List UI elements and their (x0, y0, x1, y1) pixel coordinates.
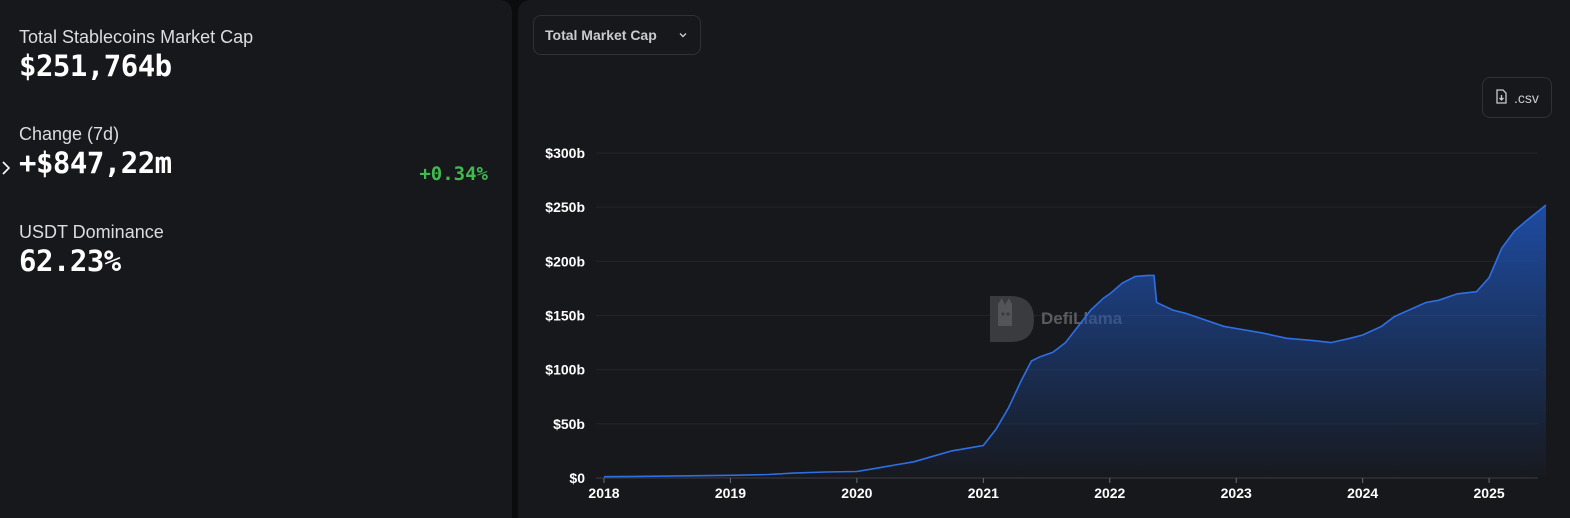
csv-label: .csv (1514, 89, 1539, 106)
x-tick-label: 2018 (588, 485, 619, 501)
chevron-right-icon[interactable] (0, 158, 14, 178)
y-tick-label: $250b (545, 199, 585, 215)
market-cap-area (604, 205, 1546, 478)
x-tick-label: 2019 (715, 485, 746, 501)
y-axis: $0 $50b $100b $150b $200b $250b $300b (545, 145, 585, 486)
change-percent: +0.34% (419, 163, 488, 185)
x-tick-label: 2024 (1347, 485, 1378, 501)
y-tick-label: $200b (545, 253, 585, 269)
metric-select[interactable]: Total Market Cap (533, 15, 701, 55)
dominance-value: 62.23% (19, 244, 121, 278)
market-cap-value: $251,764b (19, 49, 172, 83)
y-tick-label: $300b (545, 145, 585, 161)
chevron-down-icon (677, 29, 689, 41)
market-cap-chart: DefiLlama $0$50b$100b$150b$200b$250b$300… (545, 145, 1547, 501)
market-cap-stat: Total Stablecoins Market Cap $251,764b (19, 26, 253, 84)
file-download-icon (1495, 88, 1508, 107)
x-tick-label: 2020 (841, 485, 872, 501)
y-tick-label: $150b (545, 308, 585, 324)
dominance-label: USDT Dominance (19, 222, 164, 242)
x-tick-label: 2021 (968, 485, 999, 501)
y-tick-label: $0 (569, 470, 585, 486)
chart-panel: Total Market Cap .csv DefiLlama (518, 0, 1570, 518)
change-value: +$847,22m (19, 146, 172, 180)
metric-select-label: Total Market Cap (545, 27, 657, 43)
x-tick-label: 2022 (1094, 485, 1125, 501)
dominance-stat: USDT Dominance 62.23% (19, 221, 164, 279)
stats-panel: Total Stablecoins Market Cap $251,764b C… (0, 0, 512, 518)
x-tick-label: 2023 (1221, 485, 1252, 501)
change-label: Change (7d) (19, 124, 120, 144)
x-tick-label: 2025 (1474, 485, 1505, 501)
y-tick-label: $50b (553, 416, 585, 432)
market-cap-label: Total Stablecoins Market Cap (19, 27, 254, 47)
x-axis: 2018 2019 2020 2021 2022 2023 2024 2025 (588, 478, 1505, 501)
csv-download-button[interactable]: .csv (1482, 77, 1552, 118)
market-cap-line (603, 204, 1547, 478)
change-stat: Change (7d) +$847,22m (19, 123, 172, 181)
y-tick-label: $100b (545, 362, 585, 378)
